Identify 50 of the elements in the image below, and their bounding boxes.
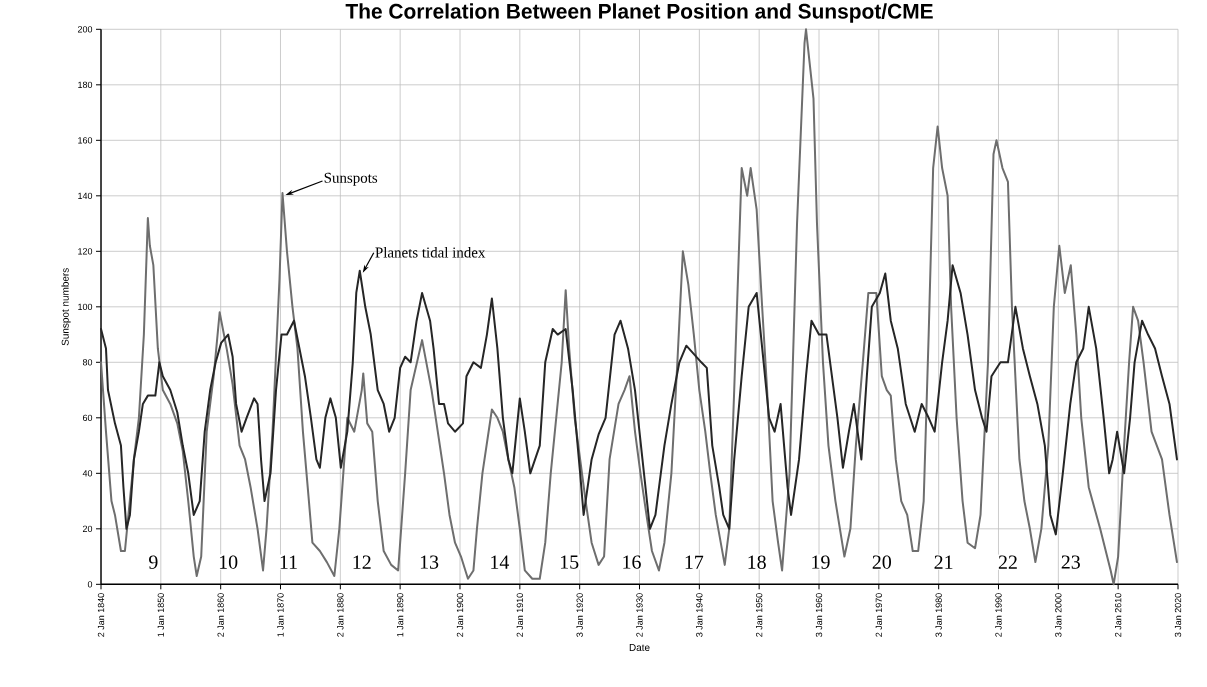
annotation: 21 bbox=[934, 555, 953, 569]
y-axis-title: Sunspot numbers bbox=[61, 267, 71, 346]
annotation: 22 bbox=[998, 555, 1017, 569]
y-tick-label: 160 bbox=[78, 136, 93, 144]
x-tick-label: 1 Jan 1890 bbox=[396, 593, 404, 637]
y-tick-label: 120 bbox=[78, 247, 93, 255]
x-tick-label: 2 Jan 2610 bbox=[1114, 593, 1122, 637]
annotation: 11 bbox=[280, 555, 297, 569]
x-tick-label: 3 Jan 1960 bbox=[815, 593, 823, 637]
y-tick-label: 200 bbox=[77, 25, 93, 33]
chart-title: The Correlation Between Planet Position and Sunspot/CME bbox=[345, 3, 933, 23]
annotation: 12 bbox=[353, 555, 371, 569]
annotation: 16 bbox=[623, 555, 641, 569]
annotation: 19 bbox=[812, 555, 830, 569]
y-tick-label: 0 bbox=[87, 580, 93, 588]
annotation: 18 bbox=[748, 555, 766, 569]
x-tick-label: 1 Jan 1870 bbox=[277, 593, 284, 637]
x-tick-label: 2 Jan 1910 bbox=[516, 593, 524, 637]
x-tick-label: 2 Jan 1930 bbox=[636, 593, 643, 637]
annotation: 17 bbox=[685, 555, 704, 569]
y-tick-label: 60 bbox=[82, 414, 93, 421]
x-tick-label: 2 Jan 1840 bbox=[97, 593, 105, 637]
annotation: 9 bbox=[149, 555, 158, 569]
annotation: 23 bbox=[1061, 555, 1080, 569]
y-tick-label: 100 bbox=[78, 303, 93, 310]
x-tick-label: 2 Jan 1880 bbox=[337, 593, 344, 637]
annotation: 14 bbox=[491, 555, 510, 569]
text: Sunspots bbox=[324, 172, 378, 186]
x-tick-label: 3 Jan 1940 bbox=[696, 593, 703, 637]
annotation: 15 bbox=[560, 555, 579, 569]
x-tick-label: 2 Jan 1860 bbox=[217, 593, 224, 637]
annotation: 10 bbox=[219, 555, 238, 569]
x-tick-label: 3 Jan 2000 bbox=[1055, 593, 1062, 637]
y-tick-label: 140 bbox=[78, 192, 93, 199]
y-tick-label: 20 bbox=[82, 525, 93, 532]
annotation: 20 bbox=[872, 555, 891, 569]
x-tick-label: 3 Jan 1920 bbox=[576, 593, 583, 637]
x-tick-label: 3 Jan 2020 bbox=[1174, 593, 1182, 637]
x-tick-label: 2 Jan 1950 bbox=[755, 593, 763, 637]
series-label: Planets tidal index bbox=[375, 246, 486, 258]
y-tick-label: 80 bbox=[82, 358, 93, 366]
y-tick-label: 40 bbox=[82, 469, 93, 477]
y-tick-label: 180 bbox=[78, 81, 93, 88]
x-tick-label: 2 Jan 1970 bbox=[875, 593, 882, 637]
x-tick-label: 1 Jan 1850 bbox=[157, 593, 165, 637]
x-tick-label: 2 Jan 1990 bbox=[995, 593, 1002, 637]
x-tick-label: 2 Jan 1900 bbox=[456, 593, 464, 637]
x-axis-title: Date bbox=[629, 643, 650, 651]
annotation: 13 bbox=[420, 555, 439, 569]
x-tick-label: 3 Jan 1980 bbox=[935, 593, 942, 637]
